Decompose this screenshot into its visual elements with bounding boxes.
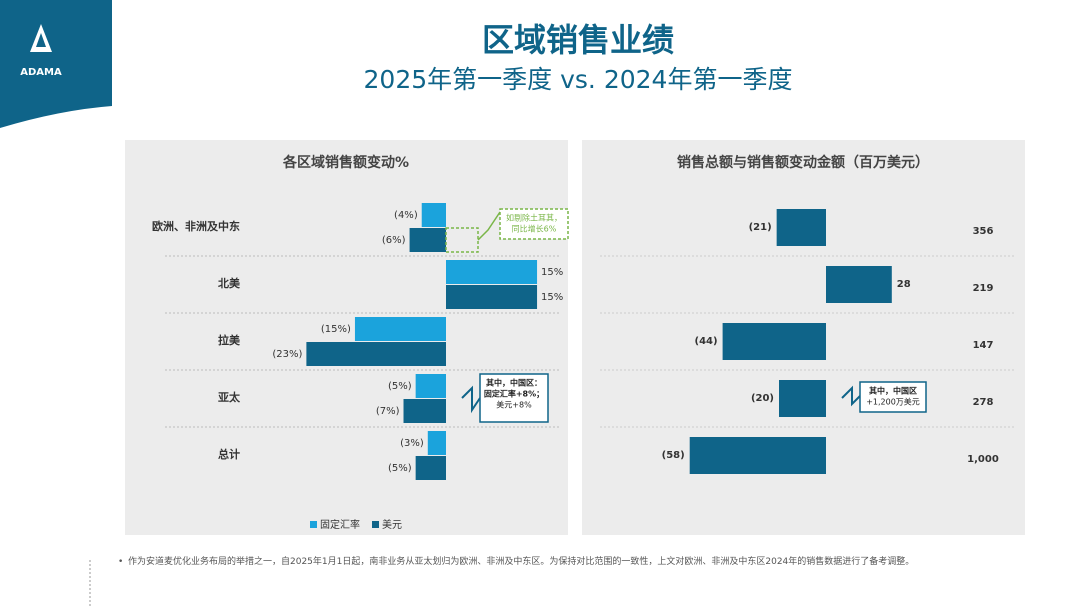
total-label: 356	[973, 226, 994, 237]
bar	[826, 266, 892, 303]
bar	[354, 317, 446, 341]
total-label: 1,000	[967, 454, 999, 465]
chart-title: 各区域销售额变动%	[282, 154, 409, 171]
value-label: (23%)	[272, 349, 302, 360]
panel	[125, 140, 568, 535]
legend-label: 固定汇率	[320, 518, 360, 531]
annotation-text: 固定汇率+8%；	[484, 389, 544, 400]
footnote-text: 作为安道麦优化业务布局的举措之一，自2025年1月1日起，南非业务从亚太划归为欧…	[128, 557, 915, 567]
value-label: (5%)	[388, 463, 412, 474]
total-label: 219	[973, 283, 994, 294]
legend-label: 美元	[382, 518, 402, 531]
value-label: 28	[897, 279, 911, 290]
logo-text: ADAMA	[20, 67, 62, 78]
annotation-box	[499, 208, 569, 240]
category-label: 北美	[218, 276, 241, 290]
value-label: (4%)	[394, 210, 418, 221]
title: 区域销售业绩	[482, 21, 674, 59]
annotation-text: 美元+8%	[496, 400, 532, 410]
annotation-text: +1,200万美元	[866, 397, 920, 407]
bar	[415, 374, 446, 398]
value-label: (15%)	[321, 324, 351, 335]
bar	[776, 209, 826, 246]
logo-bg	[0, 0, 112, 128]
footnote-box: • 作为安道麦优化业务布局的举措之一，自2025年1月1日起，南非业务从亚太划归为…	[118, 556, 1038, 569]
chart-title: 销售总额与销售额变动金额（百万美元）	[677, 154, 929, 171]
annotation-box	[479, 373, 549, 423]
highlight-box	[445, 227, 479, 253]
bar	[427, 431, 446, 455]
total-label: 278	[973, 397, 994, 408]
bar	[446, 285, 538, 309]
footnote: • 作为安道麦优化业务布局的举措之一，自2025年1月1日起，南非业务从亚太划归为…	[118, 556, 1038, 569]
value-label: (5%)	[388, 381, 412, 392]
annotation-text: 同比增长6%	[512, 224, 557, 234]
annotation-leader	[841, 385, 861, 407]
bar	[403, 399, 446, 423]
total-label: 147	[973, 340, 994, 351]
bar	[689, 437, 826, 474]
subtitle: 2025年第一季度 vs. 2024年第一季度	[364, 65, 793, 94]
logo-icon	[30, 24, 52, 52]
legend-swatch	[372, 521, 379, 528]
value-label: 15%	[541, 292, 563, 303]
value-label: (21)	[749, 222, 772, 233]
annotation-leader	[477, 211, 501, 241]
bar	[722, 323, 826, 360]
legend-swatch	[310, 521, 317, 528]
category-label: 总计	[218, 447, 240, 461]
annotation-box	[859, 381, 927, 413]
bar	[779, 380, 826, 417]
value-label: (7%)	[376, 406, 400, 417]
annotation-text: 其中，中国区：	[486, 378, 542, 388]
bullet: •	[118, 557, 124, 567]
category-label: 欧洲、非洲及中东	[152, 219, 240, 233]
value-label: (44)	[695, 336, 718, 347]
annotation-leader	[461, 385, 481, 414]
bar	[306, 342, 446, 366]
value-label: (3%)	[400, 438, 424, 449]
category-label: 拉美	[218, 333, 241, 347]
annotation-text: 其中，中国区	[869, 386, 917, 396]
category-label: 亚太	[218, 390, 241, 404]
bar	[409, 228, 446, 252]
bar	[421, 203, 446, 227]
value-label: (20)	[751, 393, 774, 404]
value-label: (6%)	[382, 235, 406, 246]
bar	[446, 260, 538, 284]
value-label: (58)	[662, 450, 685, 461]
annotation-text: 如剔除土耳其，	[506, 213, 562, 223]
value-label: 15%	[541, 267, 563, 278]
bar	[415, 456, 446, 480]
